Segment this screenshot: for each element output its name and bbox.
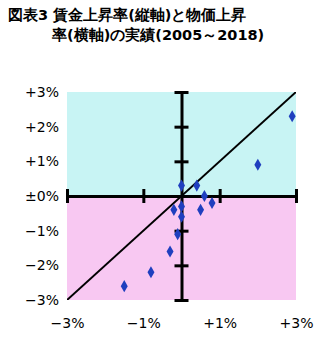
y-tick-label: −3% — [25, 292, 59, 308]
y-tick: −3% — [25, 292, 188, 308]
point — [170, 204, 177, 216]
x-tick-label: +3% — [280, 315, 314, 331]
x-tick: +3% — [280, 189, 314, 331]
x-tick-label: +1% — [203, 315, 237, 331]
x-tick-mark — [295, 189, 298, 203]
x-tick-mark — [219, 189, 222, 203]
y-tick: +1% — [25, 153, 188, 169]
y-tick-label: +3% — [25, 84, 59, 100]
title-line: 図表3 賃金上昇率(縦軸)と物価上昇 — [8, 6, 246, 23]
y-tick-mark — [175, 299, 189, 302]
point — [147, 266, 154, 278]
y-tick-label: −1% — [25, 223, 59, 239]
y-tick: −2% — [25, 257, 188, 273]
plot-area — [67, 92, 296, 300]
title-line: 率(横軸)の実績(2005～2018) — [51, 26, 264, 43]
point — [178, 180, 185, 192]
point — [167, 245, 174, 257]
background — [67, 92, 296, 300]
chart: 図表3 賃金上昇率(縦軸)と物価上昇率(横軸)の実績(2005～2018) −3%… — [0, 0, 329, 361]
diagonal-line — [67, 92, 296, 300]
y-tick-mark — [175, 126, 189, 129]
x-tick-label: −1% — [127, 315, 161, 331]
x-tick: −1% — [127, 189, 161, 331]
point — [209, 197, 216, 209]
y-axis: −3% −2% −1% ±0% +1% +2% +3% — [25, 84, 188, 308]
x-tick-mark — [66, 189, 69, 203]
point — [197, 204, 204, 216]
x-tick: +1% — [203, 189, 237, 331]
y-tick-mark — [175, 160, 189, 163]
point — [178, 200, 185, 212]
x-tick-mark — [142, 189, 145, 203]
y-tick-label: +2% — [25, 119, 59, 135]
point — [174, 228, 181, 240]
point — [121, 280, 128, 292]
point — [254, 159, 261, 171]
y-tick-label: ±0% — [25, 188, 59, 204]
point — [289, 110, 296, 122]
y-tick: +3% — [25, 84, 188, 100]
y-tick-mark — [175, 91, 189, 94]
x-tick-label: −3% — [51, 315, 85, 331]
y-tick-label: −2% — [25, 257, 59, 273]
y-tick: +2% — [25, 119, 188, 135]
point — [193, 180, 200, 192]
point — [201, 190, 208, 202]
y-tick-mark — [175, 264, 189, 267]
y-tick-label: +1% — [25, 153, 59, 169]
title: 図表3 賃金上昇率(縦軸)と物価上昇率(横軸)の実績(2005～2018) — [8, 6, 264, 43]
y-tick: −1% — [25, 223, 188, 239]
y-tick: ±0% — [25, 188, 188, 204]
point — [178, 211, 185, 223]
